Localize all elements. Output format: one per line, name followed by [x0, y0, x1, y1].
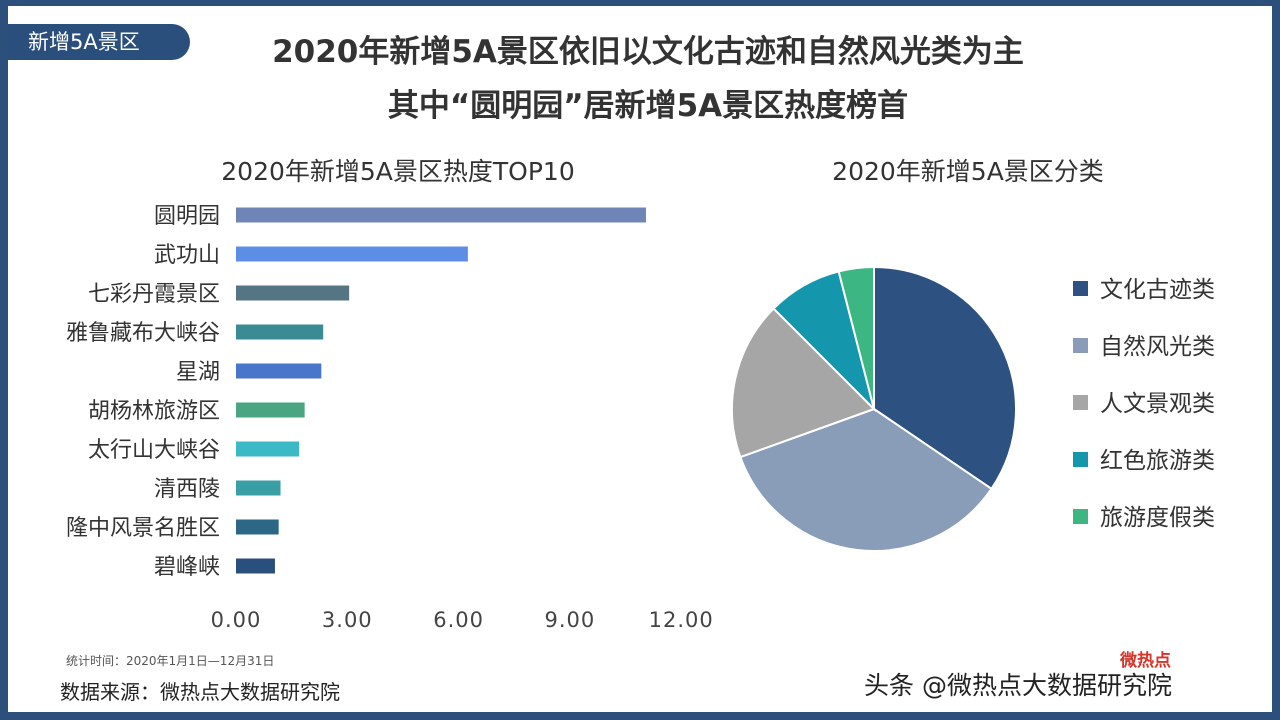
pie-slice [837, 265, 875, 410]
category-label: 武功山 [154, 243, 220, 268]
bar [236, 480, 281, 496]
legend-label: 红色旅游类 [1100, 448, 1215, 474]
logo-text: 微热点 [1120, 651, 1171, 671]
bar [236, 519, 279, 535]
legend-swatch [1073, 395, 1088, 410]
pie-slice [739, 407, 993, 552]
x-tick-label: 3.00 [322, 608, 373, 632]
bar [236, 558, 275, 574]
bar [236, 285, 350, 301]
legend-swatch [1073, 281, 1088, 296]
x-tick-label: 12.00 [649, 608, 714, 632]
legend-swatch [1073, 452, 1088, 467]
x-tick-label: 6.00 [433, 608, 484, 632]
category-label: 太行山大峡谷 [88, 438, 220, 463]
category-label: 七彩丹霞景区 [88, 282, 220, 307]
category-label: 圆明园 [154, 204, 220, 229]
slide-frame: 新增5A景区 2020年新增5A景区依旧以文化古迹和自然风光类为主 其中“圆明园… [8, 6, 1272, 712]
chart-canvas: 圆明园武功山七彩丹霞景区雅鲁藏布大峡谷星湖胡杨林旅游区太行山大峡谷清西陵隆中风景… [66, 204, 1215, 632]
legend-label: 自然风光类 [1100, 334, 1215, 360]
bar-chart-title: 2020年新增5A景区热度TOP10 [221, 157, 575, 186]
bar [236, 207, 646, 223]
x-tick-label: 9.00 [545, 608, 596, 632]
bar [236, 246, 468, 262]
data-source: 数据来源：微热点大数据研究院 [60, 680, 340, 704]
headline-line-2: 其中“圆明园”居新增5A景区热度榜首 [387, 88, 909, 124]
headline-line-1: 2020年新增5A景区依旧以文化古迹和自然风光类为主 [272, 34, 1024, 70]
x-tick-label: 0.00 [211, 608, 262, 632]
legend-swatch [1073, 338, 1088, 353]
legend-label: 人文景观类 [1100, 391, 1215, 417]
category-label: 星湖 [176, 360, 220, 385]
bar [236, 402, 305, 418]
category-label: 清西陵 [154, 477, 220, 502]
pie-chart-title: 2020年新增5A景区分类 [832, 157, 1104, 186]
section-tag: 新增5A景区 [8, 24, 190, 60]
legend-label: 文化古迹类 [1100, 277, 1215, 303]
legend-swatch [1073, 509, 1088, 524]
pie-slice [873, 265, 1017, 491]
weibo-logo-icon: 微热点 [1120, 646, 1171, 671]
bar [236, 363, 322, 379]
category-label: 隆中风景名胜区 [66, 516, 220, 541]
category-label: 胡杨林旅游区 [88, 399, 220, 424]
category-label: 碧峰峡 [154, 555, 220, 580]
pie-slice [731, 307, 876, 459]
category-label: 雅鲁藏布大峡谷 [66, 321, 220, 346]
watermark: 头条 @微热点大数据研究院 [864, 671, 1172, 700]
legend-label: 旅游度假类 [1100, 505, 1215, 531]
bar [236, 324, 324, 340]
bar [236, 441, 300, 457]
statistics-period-note: 统计时间：2020年1月1日—12月31日 [66, 654, 275, 668]
